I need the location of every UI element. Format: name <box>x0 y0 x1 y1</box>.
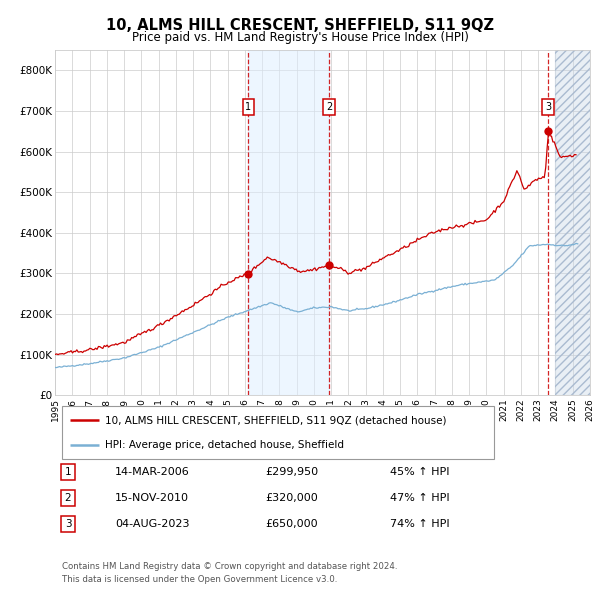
Text: 10, ALMS HILL CRESCENT, SHEFFIELD, S11 9QZ: 10, ALMS HILL CRESCENT, SHEFFIELD, S11 9… <box>106 18 494 32</box>
FancyBboxPatch shape <box>62 406 494 459</box>
Text: 47% ↑ HPI: 47% ↑ HPI <box>390 493 449 503</box>
Text: 3: 3 <box>65 519 71 529</box>
Text: £320,000: £320,000 <box>265 493 318 503</box>
Text: £299,950: £299,950 <box>265 467 318 477</box>
Text: 2: 2 <box>326 102 332 112</box>
Text: 74% ↑ HPI: 74% ↑ HPI <box>390 519 449 529</box>
Text: 04-AUG-2023: 04-AUG-2023 <box>115 519 190 529</box>
Text: 1: 1 <box>65 467 71 477</box>
Text: 3: 3 <box>545 102 551 112</box>
Text: 14-MAR-2006: 14-MAR-2006 <box>115 467 190 477</box>
Text: £650,000: £650,000 <box>265 519 317 529</box>
Text: 10, ALMS HILL CRESCENT, SHEFFIELD, S11 9QZ (detached house): 10, ALMS HILL CRESCENT, SHEFFIELD, S11 9… <box>105 415 446 425</box>
Bar <box>248 50 329 395</box>
Text: This data is licensed under the Open Government Licence v3.0.: This data is licensed under the Open Gov… <box>62 575 337 584</box>
Bar <box>556 50 590 395</box>
Text: Price paid vs. HM Land Registry's House Price Index (HPI): Price paid vs. HM Land Registry's House … <box>131 31 469 44</box>
Text: HPI: Average price, detached house, Sheffield: HPI: Average price, detached house, Shef… <box>105 440 344 450</box>
Text: 1: 1 <box>245 102 251 112</box>
Text: 15-NOV-2010: 15-NOV-2010 <box>115 493 189 503</box>
Text: 2: 2 <box>65 493 71 503</box>
Bar <box>556 50 590 395</box>
Text: Contains HM Land Registry data © Crown copyright and database right 2024.: Contains HM Land Registry data © Crown c… <box>62 562 397 571</box>
Text: 45% ↑ HPI: 45% ↑ HPI <box>390 467 449 477</box>
